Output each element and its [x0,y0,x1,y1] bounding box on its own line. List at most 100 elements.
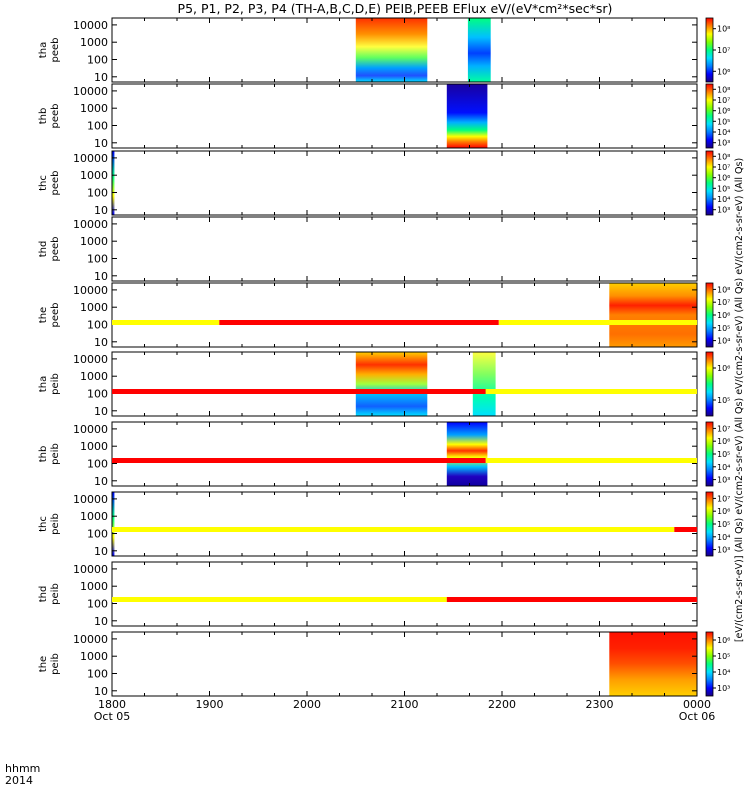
y-tick-label-thc-peeb-0: 10 [94,204,108,217]
panel-tha-peeb: 10 100 1000 10000 thapeeb 10⁶ 10⁷ 10⁸ [38,17,730,84]
x-tick-label-1: 1900 [196,698,224,711]
y-tick-label-tha-peib-3: 10000 [73,353,108,366]
panel-thd-peeb: 10 100 1000 10000 thdpeeb [38,216,698,283]
panel-frame-thd-peeb [111,216,698,282]
colorbar-label-tha-peib-0: 10⁵ [717,396,730,405]
mode-bar-segment-1-1 [112,320,220,325]
colorbar-label-thc-peib-4: 10⁷ [717,494,730,503]
colorbar-the-peeb [705,282,714,348]
y-tick-label-thd-peib-3: 10000 [73,563,108,576]
colorbar-label-thb-peeb-2: 10⁵ [717,117,730,126]
y-tick-label-thd-peeb-0: 10 [94,270,108,283]
figure-title: P5, P1, P2, P3, P4 (TH-A,B,C,D,E) PEIB,P… [178,1,613,16]
panel-tha-peib: 10 100 1000 10000 thapeib 10⁵ 10⁶ [38,351,730,418]
colorbar-label-thb-peeb-5: 10⁸ [717,85,730,94]
y-tick-label-thd-peib-2: 1000 [80,580,108,593]
y-label-line: peib [50,443,61,465]
y-label-line: peeb [50,237,61,262]
colorbar-label-the-peeb-2: 10⁶ [717,311,730,320]
colorbar-label-thc-peeb-5: 10⁸ [717,152,730,161]
colorbar-label-thc-peib-1: 10⁴ [717,533,730,542]
y-label-line: thb [38,108,49,125]
y-label-line: tha [38,376,49,392]
panel-frame-the-peeb [111,282,698,348]
y-tick-label-thb-peib-0: 10 [94,475,108,488]
colorbar-label-thb-peib-4: 10⁷ [717,424,730,433]
colorbar-thc-peeb [705,150,714,216]
y-tick-label-thb-peeb-2: 1000 [80,102,108,115]
colorbar-tha-peeb [705,17,714,83]
panel-frame-thb-peeb [111,83,698,149]
y-label-line: thc [38,175,49,191]
y-tick-label-the-peeb-2: 1000 [80,301,108,314]
y-label-line: peib [50,513,61,535]
y-tick-label-thc-peib-1: 100 [87,528,108,541]
y-label-tha-peeb: thapeeb [38,38,61,63]
y-label-line: thc [38,516,49,532]
y-tick-label-thc-peeb-1: 100 [87,187,108,200]
panel-thc-peib: 10 100 1000 10000 thcpeib 10³ 10⁴ 10⁵ 10⁶ 10⁷ [38,491,730,558]
colorbar-label-thc-peib-2: 10⁵ [717,520,730,529]
y-tick-label-the-peeb-0: 10 [94,336,108,349]
y-tick-label-tha-peeb-2: 1000 [80,36,108,49]
spectrogram-block-thb-peeb-1 [446,84,488,148]
y-tick-label-thb-peeb-3: 10000 [73,85,108,98]
mode-bar-segment-5-2 [446,597,698,602]
y-tick-label-thc-peib-0: 10 [94,545,108,558]
y-label-line: the [38,656,49,672]
colorbar-label-the-peib-1: 10⁴ [717,668,730,677]
colorbar-label-thb-peib-1: 10⁴ [717,463,730,472]
x-tick-label-4: 2200 [488,698,516,711]
colorbar-label-tha-peeb-2: 10⁸ [717,25,730,34]
time-axis-label-hhmm: hhmm [5,762,40,775]
y-tick-label-the-peib-1: 100 [87,668,108,681]
colorbar-label-the-peeb-4: 10⁸ [717,285,730,294]
colorbar-label-thb-peib-0: 10³ [717,476,730,485]
colorbar-label-thc-peib-0: 10³ [717,546,730,555]
panel-frame-thc-peeb [111,150,698,216]
colorbar-label-the-peeb-0: 10⁴ [717,337,730,346]
y-tick-label-thd-peib-1: 100 [87,598,108,611]
spectrogram-block-the-peib-1 [609,632,698,696]
y-label-line: peeb [50,38,61,63]
y-label-thc-peeb: thcpeeb [38,171,61,196]
colorbar-label-thc-peib-3: 10⁶ [717,507,730,516]
time-axis-label-year: 2014 [5,774,33,787]
colorbar-label-tha-peeb-0: 10⁶ [717,67,730,76]
panel-the-peeb: 10 100 1000 10000 thepeeb 10⁴ 10⁵ 10⁶ 10⁷ 10⁸ [38,282,730,349]
y-label-thc-peib: thcpeib [38,513,61,535]
panel-stack: 10100100010000thapeeb10⁶10⁷10⁸1010010001… [38,17,730,698]
spectrogram-block-tha-peib-1 [355,352,428,416]
y-tick-label-thb-peib-3: 10000 [73,423,108,436]
y-tick-label-tha-peib-1: 100 [87,388,108,401]
y-tick-label-thc-peib-2: 1000 [80,510,108,523]
panel-thb-peib: 10 100 1000 10000 thbpeib 10³ 10⁴ 10⁵ 10⁶ 10⁷ [38,421,730,488]
colorbar-units-label: [eV/(cm2-s-sr-eV)] (All Qs) eV/(cm2-s-sr… [734,158,745,642]
spectrogram-block-tha-peib-2 [472,352,496,416]
panel-frame-thd-peib [111,561,698,627]
y-tick-label-thb-peib-2: 1000 [80,440,108,453]
mode-bar-segment-3-2 [485,458,697,463]
mode-bar-segment-5-1 [112,597,447,602]
colorbar-label-thb-peeb-0: 10³ [717,139,730,148]
colorbar-label-thc-peeb-0: 10³ [717,206,730,215]
colorbar-thb-peeb [705,83,714,149]
panel-the-peib: 10 100 1000 10000 thepeib 10³ 10⁴ 10⁵ 10⁶ [38,631,730,698]
y-tick-label-tha-peeb-1: 100 [87,54,108,67]
colorbar-label-thb-peib-3: 10⁶ [717,437,730,446]
y-label-thd-peib: thdpeib [38,583,61,605]
y-label-line: the [38,307,49,323]
y-tick-label-tha-peib-2: 1000 [80,370,108,383]
colorbar-label-tha-peeb-1: 10⁷ [717,46,730,55]
y-tick-label-thb-peeb-1: 100 [87,120,108,133]
y-tick-label-thc-peeb-3: 10000 [73,152,108,165]
y-tick-label-the-peeb-1: 100 [87,319,108,332]
colorbar-label-thc-peeb-4: 10⁷ [717,163,730,172]
panel-thd-peib: 10 100 1000 10000 thdpeib [38,561,698,628]
colorbar-the-peib [705,631,714,697]
y-label-tha-peib: thapeib [38,373,61,395]
x-tick-date-6: Oct 06 [679,710,716,723]
y-label-line: peeb [50,104,61,129]
